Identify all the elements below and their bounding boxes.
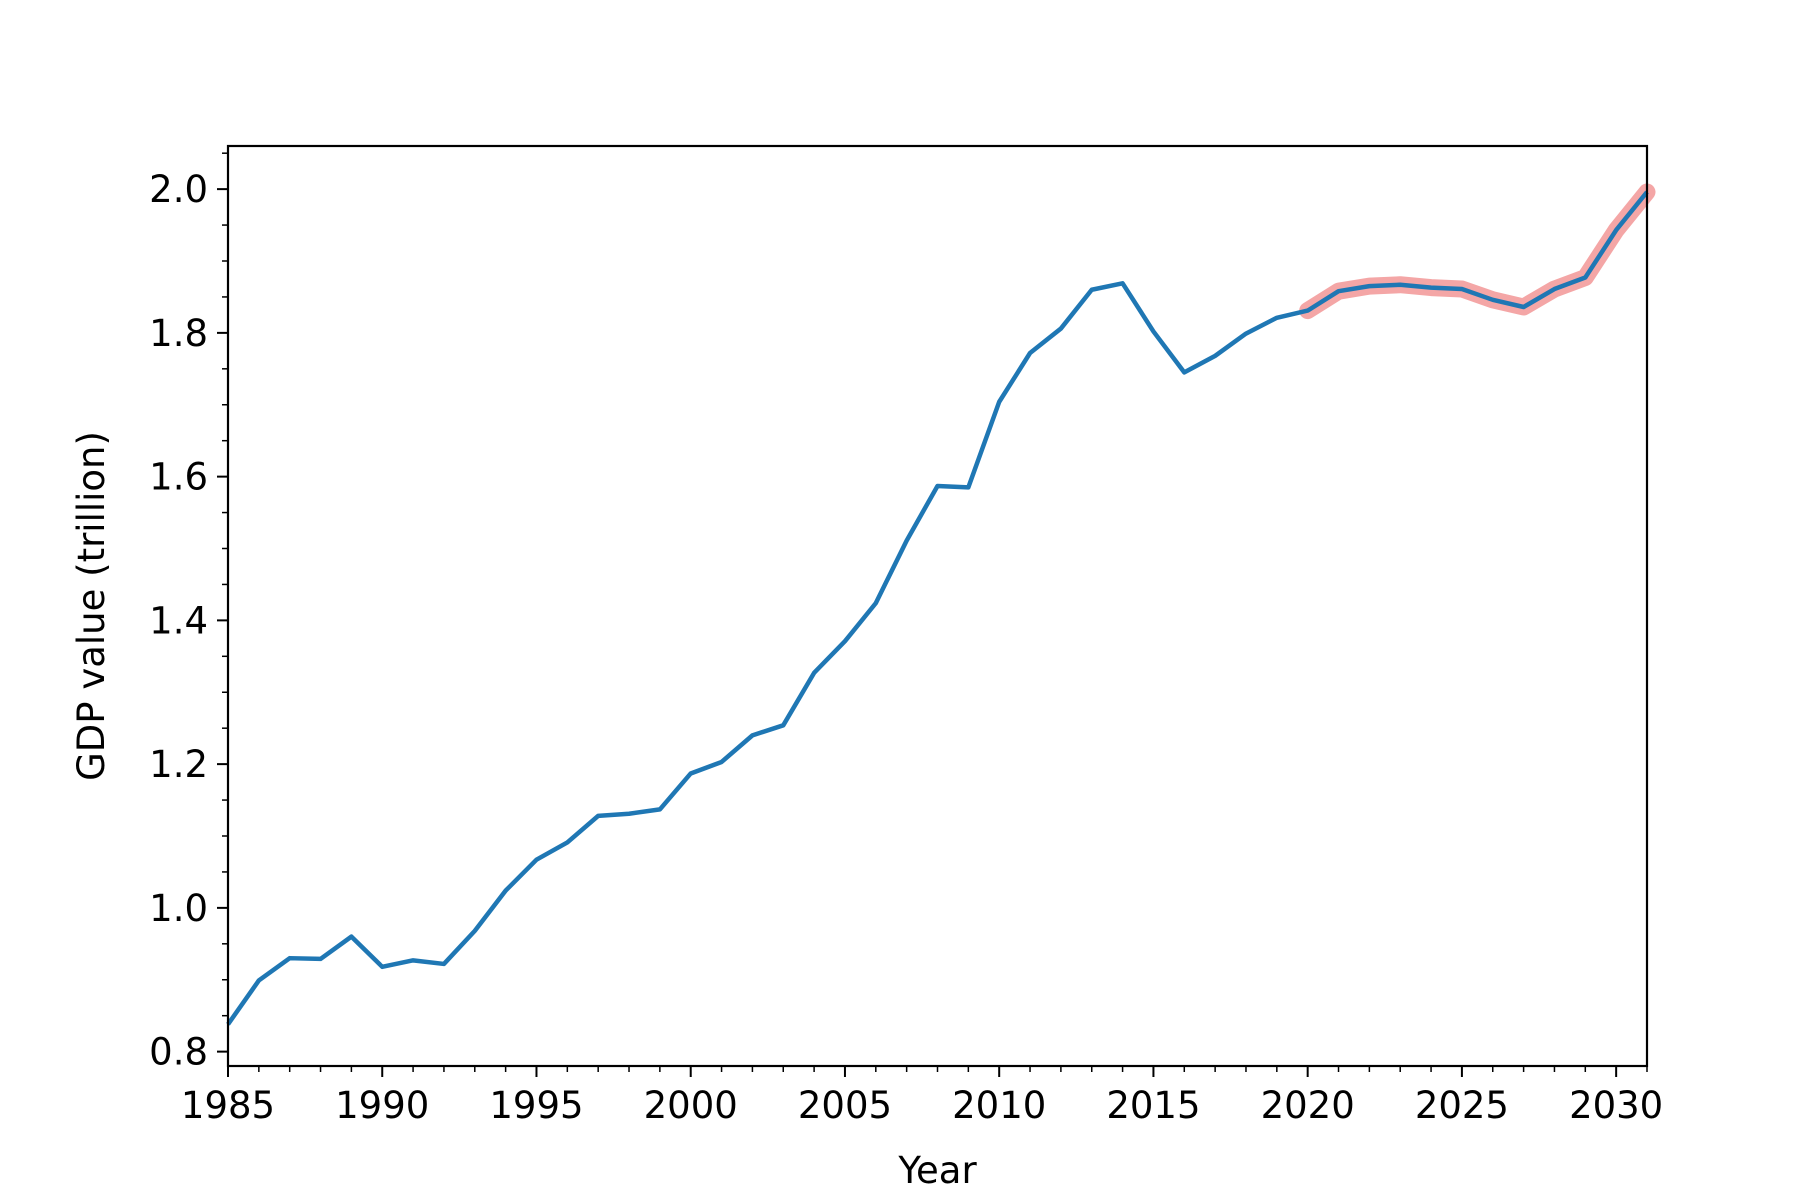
x-axis: 1985 1990 1995 2000 2005 2010 2015 2020 2025 2030 bbox=[181, 1066, 1663, 1127]
x-tick-label: 2005 bbox=[798, 1084, 892, 1127]
y-tick-label: 1.2 bbox=[149, 743, 208, 786]
x-tick-label: 2000 bbox=[644, 1084, 738, 1127]
y-tick-label: 1.6 bbox=[149, 456, 208, 499]
x-tick-label: 1995 bbox=[489, 1084, 583, 1127]
x-tick-label: 2025 bbox=[1415, 1084, 1509, 1127]
y-tick-label: 2.0 bbox=[149, 168, 208, 211]
y-axis: 0.8 1.0 1.2 1.4 1.6 1.8 2.0 bbox=[149, 152, 228, 1074]
y-tick-label: 1.4 bbox=[149, 599, 208, 642]
x-tick-label: 2020 bbox=[1261, 1084, 1355, 1127]
x-tick-label: 2015 bbox=[1106, 1084, 1200, 1127]
x-tick-label: 2010 bbox=[952, 1084, 1046, 1127]
gdp-series-line bbox=[226, 190, 1649, 1026]
x-tick-label: 1990 bbox=[335, 1084, 429, 1127]
series-layer bbox=[226, 190, 1649, 1026]
y-axis-label: GDP value (trillion) bbox=[70, 431, 113, 781]
y-tick-label: 1.0 bbox=[149, 887, 208, 930]
x-tick-label: 1985 bbox=[181, 1084, 275, 1127]
x-tick-label: 2030 bbox=[1569, 1084, 1663, 1127]
y-tick-label: 0.8 bbox=[149, 1031, 208, 1074]
y-tick-label: 1.8 bbox=[149, 312, 208, 355]
x-axis-label: Year bbox=[897, 1149, 977, 1192]
